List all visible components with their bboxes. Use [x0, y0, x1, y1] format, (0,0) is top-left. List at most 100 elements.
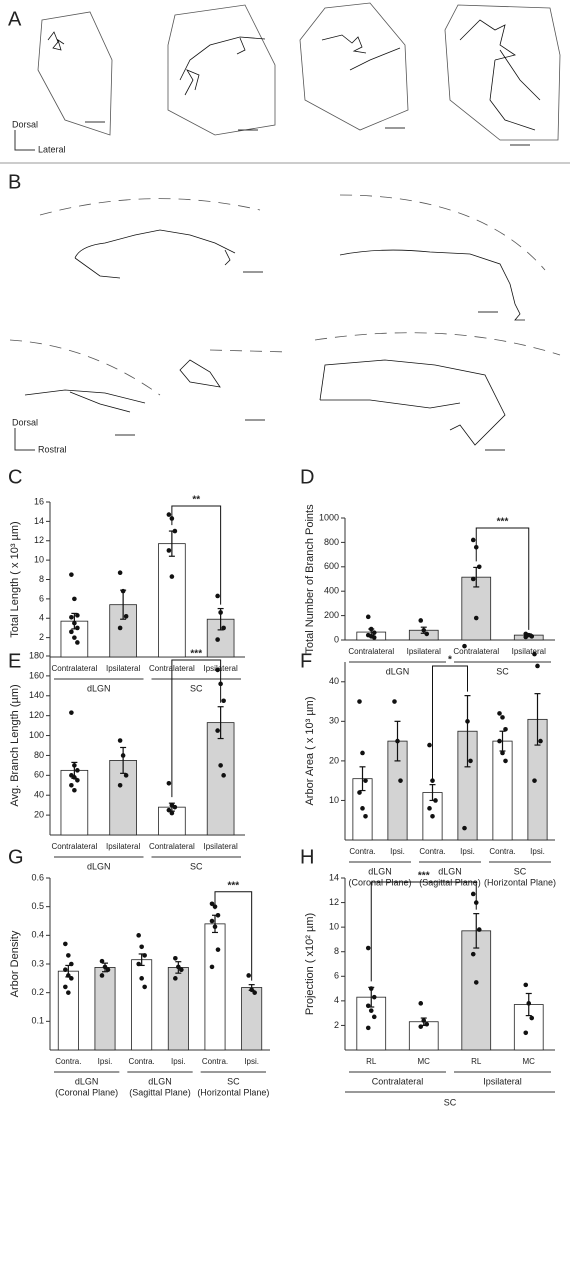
data-point: [72, 596, 77, 602]
data-point: [365, 945, 371, 951]
group-label: dLGN: [87, 683, 111, 693]
data-point: [462, 825, 467, 831]
significance-label: ***: [418, 871, 430, 882]
category-label: Contra.: [129, 1057, 155, 1066]
category-label: Contra.: [419, 847, 445, 856]
data-point: [139, 976, 144, 981]
brain-edge: [314, 332, 561, 356]
y-axis-label: Total Number of Branch Points: [304, 504, 316, 654]
y-tick-label: 180: [29, 650, 44, 660]
data-point: [523, 634, 529, 640]
category-label: Ipsilateral: [512, 647, 546, 656]
significance-label: ***: [497, 517, 509, 528]
category-label: Contra.: [202, 1057, 228, 1066]
data-point: [72, 775, 77, 780]
y-tick-label: 20: [329, 755, 339, 765]
group-note: (Sagittal Plane): [129, 1087, 191, 1097]
panel-letter: A: [8, 8, 22, 30]
y-axis-label: Arbor Density: [9, 930, 21, 997]
data-point: [470, 951, 476, 957]
panel-letter: H: [300, 846, 314, 868]
y-tick-label: 40: [329, 676, 339, 686]
category-label: Contralateral: [149, 842, 195, 851]
category-label: Ipsi.: [244, 1057, 259, 1066]
y-tick-label: 8: [334, 946, 339, 956]
data-point: [503, 726, 508, 732]
bar: [461, 930, 492, 1051]
data-point: [166, 512, 172, 517]
brain-outline: [167, 4, 276, 136]
data-point: [166, 780, 172, 786]
data-point: [249, 987, 254, 993]
data-point: [169, 574, 175, 579]
significance-bracket: [171, 659, 222, 798]
data-point: [66, 953, 71, 958]
y-tick-label: 120: [29, 710, 44, 720]
data-point: [221, 625, 226, 631]
data-point: [418, 1024, 424, 1029]
category-label: Contra.: [55, 1057, 81, 1066]
y-tick-label: 16: [34, 496, 44, 506]
data-point: [360, 806, 365, 811]
data-point: [424, 631, 430, 637]
data-point: [136, 961, 141, 967]
data-point: [535, 663, 540, 669]
y-tick-label: 0: [334, 634, 339, 644]
data-point: [500, 715, 505, 720]
data-point: [418, 1001, 424, 1006]
category-label: RL: [366, 1057, 377, 1066]
data-point: [215, 593, 220, 599]
y-tick-label: 14: [34, 516, 44, 526]
data-point: [166, 548, 172, 553]
arbor-trace: [459, 19, 541, 131]
data-point: [215, 912, 221, 918]
panel-letter: F: [300, 650, 312, 672]
brain-edge: [339, 194, 546, 271]
group-label: dLGN: [386, 666, 410, 676]
orientation-axes: [14, 428, 35, 451]
data-point: [357, 790, 362, 795]
category-label: Contra.: [489, 847, 515, 856]
data-point: [99, 973, 105, 978]
category-label: Contralateral: [51, 842, 97, 851]
data-point: [69, 961, 74, 967]
y-tick-label: 0.5: [31, 901, 44, 911]
group-label: Contralateral: [372, 1076, 424, 1086]
data-point: [69, 629, 74, 635]
y-tick-label: 0.1: [31, 1016, 44, 1026]
data-point: [433, 798, 438, 803]
data-point: [69, 782, 74, 788]
data-point: [365, 1003, 371, 1009]
category-label: MC: [418, 1057, 431, 1066]
data-point: [218, 763, 223, 768]
category-label: Contralateral: [51, 664, 97, 673]
data-point: [179, 967, 184, 973]
significance-bracket: [432, 665, 468, 779]
panel-b: B Dorsal Rostral: [8, 171, 561, 454]
data-point: [75, 640, 80, 645]
arbor-trace: [179, 36, 266, 96]
data-point: [120, 753, 126, 758]
category-label: Ipsilateral: [106, 664, 140, 673]
y-tick-label: 600: [324, 561, 339, 571]
data-point: [430, 778, 435, 783]
data-point: [221, 773, 226, 778]
panel-letter: G: [8, 846, 24, 868]
group-note: (Horizontal Plane): [197, 1087, 269, 1097]
y-tick-label: 1000: [319, 512, 339, 522]
bar: [492, 740, 513, 841]
data-point: [63, 984, 68, 990]
brain-outline: [444, 4, 561, 141]
y-axis-label: Arbor Area ( x 10³ µm): [304, 696, 316, 805]
data-point: [418, 618, 424, 623]
data-point: [209, 964, 215, 970]
group-label: SC: [514, 866, 527, 876]
bar: [158, 543, 186, 658]
panel-letter: D: [300, 466, 314, 488]
axon-trace: [339, 249, 525, 321]
group-note: (Coronal Plane): [55, 1087, 118, 1097]
y-tick-label: 10: [329, 922, 339, 932]
data-point: [470, 891, 476, 897]
group-label: dLGN: [87, 861, 111, 871]
data-point: [209, 901, 215, 907]
